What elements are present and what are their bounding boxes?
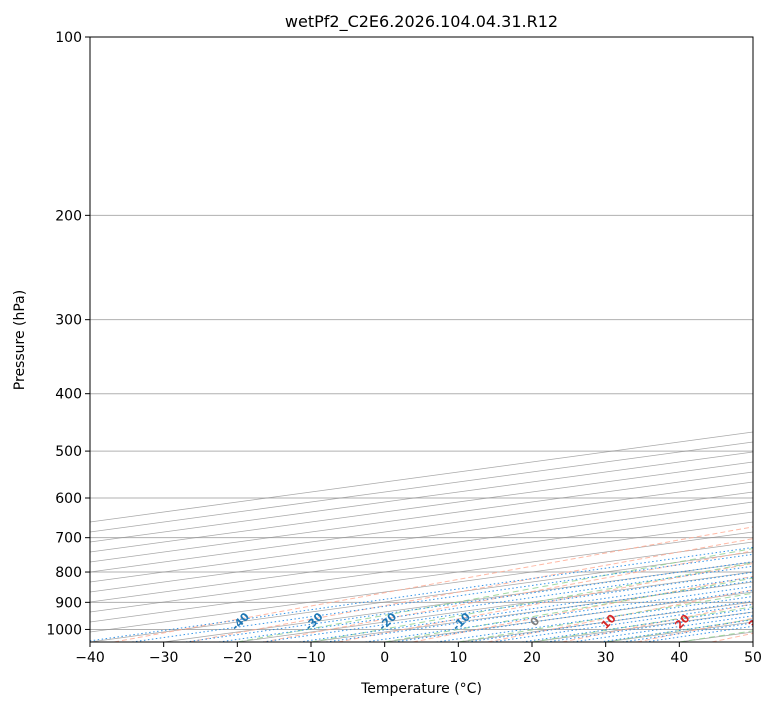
y-tick-label: 200: [55, 208, 82, 224]
isotherm: [90, 551, 753, 642]
isotherm: [90, 541, 753, 633]
dry-adiabat-label: 30: [746, 611, 766, 631]
isotherm: [384, 591, 753, 642]
isotherm: [752, 641, 753, 642]
dry-adiabat-label: -50: [766, 527, 775, 550]
isotherm: [90, 461, 753, 553]
dry-adiabat: [711, 632, 753, 642]
isotherm: [90, 501, 753, 593]
dry-adiabat: [188, 538, 753, 642]
x-axis-label: Temperature (°C): [360, 681, 482, 697]
moist-adiabat: [237, 547, 753, 642]
dry-adiabat: [114, 526, 753, 642]
isotherm: [90, 451, 753, 543]
x-tick-label: −20: [223, 650, 253, 666]
y-tick-label: 500: [55, 444, 82, 460]
y-tick-label: 700: [55, 531, 82, 547]
isotherm: [679, 631, 753, 642]
mixing-ratio-line: [299, 576, 753, 642]
mixing-ratio-line: [394, 590, 753, 642]
mixing-ratio-line: [467, 600, 753, 642]
mixing-ratio-line: [131, 553, 753, 642]
isotherm: [90, 481, 753, 573]
x-tick-label: 10: [449, 650, 467, 666]
moist-adiabat: [458, 592, 753, 642]
moist-adiabat: [310, 562, 753, 642]
y-tick-label: 1000: [46, 622, 82, 638]
moist-adiabat: [531, 606, 753, 642]
chart-title: wetPf2_C2E6.2026.104.04.31.R12: [285, 12, 558, 32]
x-tick-label: −30: [149, 650, 179, 666]
mixing-ratio-line: [522, 608, 753, 642]
x-tick-label: 40: [670, 650, 688, 666]
mixing-ratio-line: [645, 625, 753, 642]
y-tick-label: 400: [55, 387, 82, 403]
isotherm: [310, 581, 753, 642]
x-tick-label: 20: [523, 650, 541, 666]
y-tick-label: 100: [55, 30, 82, 46]
dry-adiabat: [338, 562, 753, 642]
dry-adiabat: [412, 575, 753, 642]
isotherm: [605, 621, 753, 642]
moist-adiabat: [679, 630, 753, 642]
isotherm: [90, 521, 753, 613]
x-tick-label: −10: [296, 650, 326, 666]
y-tick-label: 600: [55, 491, 82, 507]
isotherm: [90, 491, 753, 583]
moist-adiabat: [384, 577, 753, 642]
moist-adiabat: [605, 618, 753, 642]
x-tick-label: 30: [597, 650, 615, 666]
dry-adiabat: [636, 617, 753, 642]
x-tick-label: 50: [744, 650, 762, 666]
x-tick-label: 0: [380, 650, 389, 666]
mixing-ratio-line: [436, 595, 753, 642]
plot-frame: [89, 36, 754, 643]
y-axis-label: Pressure (hPa): [12, 290, 28, 390]
mixing-ratio-line: [492, 603, 753, 642]
y-tick-label: 800: [55, 565, 82, 581]
isotherm: [90, 531, 753, 623]
isotherm: [531, 611, 753, 642]
x-tick-label: −40: [75, 650, 105, 666]
y-tick-label: 300: [55, 313, 82, 329]
dry-adiabat: [263, 550, 753, 642]
dry-adiabat: [562, 603, 753, 642]
isotherm: [90, 471, 753, 563]
y-tick-label: 900: [55, 595, 82, 611]
isotherm: [90, 511, 753, 603]
mixing-ratio-line: [90, 546, 753, 642]
dry-adiabat: [487, 589, 753, 642]
